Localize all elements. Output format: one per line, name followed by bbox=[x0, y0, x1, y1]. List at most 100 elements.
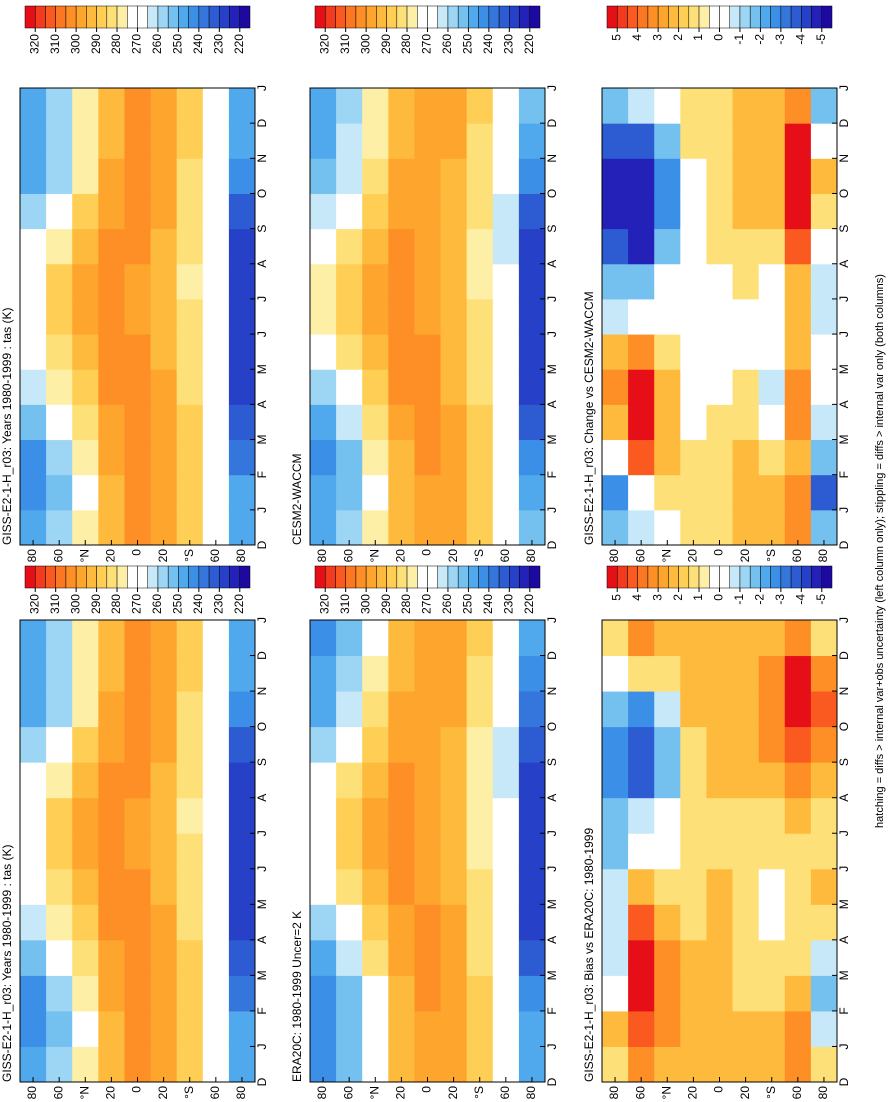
colorbar-box bbox=[55, 565, 67, 589]
cell bbox=[228, 939, 256, 976]
cell bbox=[310, 298, 337, 335]
cell bbox=[628, 797, 655, 834]
panel-title: GISS-E2-1-H_r03: Bias vs ERA20C: 1980-19… bbox=[582, 828, 596, 1082]
colorbar-box bbox=[606, 5, 618, 29]
cell bbox=[732, 726, 760, 763]
cell bbox=[228, 868, 256, 905]
cell bbox=[440, 298, 468, 335]
cell bbox=[124, 123, 152, 159]
x-tick-label: A bbox=[545, 794, 559, 802]
x-tick-label: J bbox=[545, 866, 559, 872]
cell bbox=[176, 228, 204, 265]
cell bbox=[414, 474, 442, 511]
y-tick-label: 80 bbox=[524, 1086, 538, 1100]
x-tick-label: F bbox=[837, 471, 851, 478]
x-tick-label: J bbox=[837, 85, 851, 91]
cell bbox=[310, 939, 337, 976]
cell bbox=[654, 833, 681, 870]
cell bbox=[602, 193, 629, 230]
colorbar-label: 290 bbox=[89, 34, 103, 54]
cell bbox=[440, 868, 468, 905]
cell bbox=[46, 369, 73, 405]
cell bbox=[706, 655, 734, 692]
cell bbox=[20, 655, 47, 692]
y-tick-label: 0 bbox=[420, 549, 434, 556]
cell bbox=[466, 123, 494, 159]
y-tick-label: °S bbox=[764, 1086, 778, 1099]
cell bbox=[176, 726, 204, 763]
cell bbox=[628, 1010, 655, 1047]
colorbar-label: 250 bbox=[171, 594, 185, 614]
panel-title: GISS-E2-1-H_r03: Change vs CESM2-WACCM bbox=[582, 291, 596, 545]
cell bbox=[732, 797, 760, 834]
cell bbox=[414, 334, 442, 370]
colorbar-label: 3 bbox=[650, 594, 664, 601]
panel-title: ERA20C: 1980-1999 Uncer=2 K bbox=[290, 911, 304, 1082]
cell bbox=[310, 975, 337, 1012]
x-tick-label: J bbox=[255, 85, 269, 91]
cell bbox=[440, 369, 468, 405]
cell bbox=[654, 158, 681, 194]
colorbar-box bbox=[688, 5, 700, 29]
cell bbox=[706, 691, 734, 728]
cell bbox=[628, 655, 655, 692]
cell bbox=[46, 833, 73, 870]
cell bbox=[176, 691, 204, 728]
colorbar-box bbox=[45, 5, 56, 29]
x-tick-label: J bbox=[255, 296, 269, 302]
cell bbox=[362, 88, 389, 124]
colorbar-label: 220 bbox=[522, 594, 536, 614]
colorbar-box bbox=[417, 565, 428, 589]
colorbar-box bbox=[417, 5, 428, 29]
colorbar-box bbox=[739, 565, 751, 589]
cell bbox=[20, 833, 47, 870]
colorbar-box bbox=[709, 565, 720, 589]
cell bbox=[388, 158, 415, 194]
cell bbox=[732, 369, 760, 405]
colorbar-label: 1 bbox=[691, 594, 705, 601]
colorbar-box bbox=[178, 5, 189, 29]
cell bbox=[310, 439, 337, 476]
x-tick-label: S bbox=[255, 758, 269, 766]
colorbar-label: 240 bbox=[191, 34, 205, 54]
cell bbox=[706, 939, 734, 976]
cell bbox=[176, 868, 204, 905]
cell bbox=[72, 334, 99, 370]
colorbar-box bbox=[147, 565, 159, 589]
colorbar-box bbox=[198, 565, 210, 589]
cell bbox=[150, 369, 178, 405]
cell bbox=[732, 620, 760, 657]
cell bbox=[810, 404, 838, 441]
cell bbox=[228, 691, 256, 728]
cell bbox=[228, 509, 256, 546]
cell bbox=[46, 404, 73, 441]
x-tick-label: N bbox=[255, 154, 269, 163]
cell bbox=[388, 975, 415, 1012]
cell bbox=[98, 123, 125, 159]
cell bbox=[150, 726, 178, 763]
cell bbox=[492, 298, 520, 335]
y-tick-label: 20 bbox=[446, 1086, 460, 1100]
cell bbox=[466, 298, 494, 335]
colorbar-box bbox=[386, 5, 398, 29]
cell bbox=[602, 726, 629, 763]
x-tick-label: J bbox=[255, 866, 269, 872]
cell bbox=[124, 439, 152, 476]
cell bbox=[72, 228, 99, 265]
y-tick-label: °S bbox=[182, 1086, 196, 1099]
cell bbox=[602, 474, 629, 511]
cell bbox=[98, 439, 125, 476]
y-tick-label: 20 bbox=[686, 549, 700, 563]
cell bbox=[784, 88, 812, 124]
y-tick-label: 0 bbox=[420, 1086, 434, 1093]
cell bbox=[602, 691, 629, 728]
cell bbox=[150, 797, 178, 834]
panel-title: GISS-E2-1-H_r03: Years 1980-1999 : tas (… bbox=[0, 845, 14, 1082]
cell bbox=[784, 797, 812, 834]
cell bbox=[628, 369, 655, 405]
colorbar-label: 230 bbox=[211, 594, 225, 614]
cell bbox=[310, 833, 337, 870]
x-tick-label: D bbox=[255, 540, 269, 549]
cell bbox=[362, 298, 389, 335]
